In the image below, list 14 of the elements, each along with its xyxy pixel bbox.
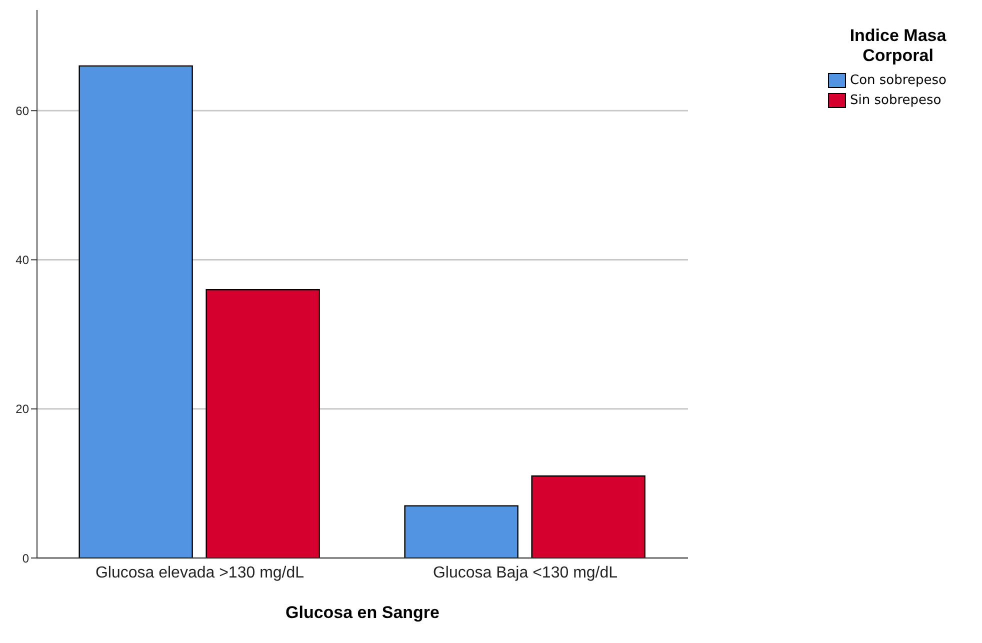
x-tick-label: Glucosa Baja <130 mg/dL bbox=[432, 564, 618, 582]
legend-title: Indice Masa Corporal bbox=[848, 26, 948, 66]
y-tick-label: 0 bbox=[22, 551, 30, 566]
x-tick-label: Glucosa elevada >130 mg/dL bbox=[95, 564, 304, 582]
legend-label: Con sobrepeso bbox=[850, 72, 946, 88]
y-tick-label: 60 bbox=[16, 104, 30, 118]
x-axis-title: Glucosa en Sangre bbox=[286, 603, 440, 622]
bar bbox=[531, 475, 646, 558]
y-tick-label: 40 bbox=[16, 253, 30, 268]
y-tick-label: 20 bbox=[16, 402, 30, 416]
bar bbox=[78, 65, 193, 558]
bar bbox=[404, 505, 518, 558]
bar bbox=[206, 288, 320, 558]
legend-label: Sin sobrepeso bbox=[850, 92, 942, 108]
